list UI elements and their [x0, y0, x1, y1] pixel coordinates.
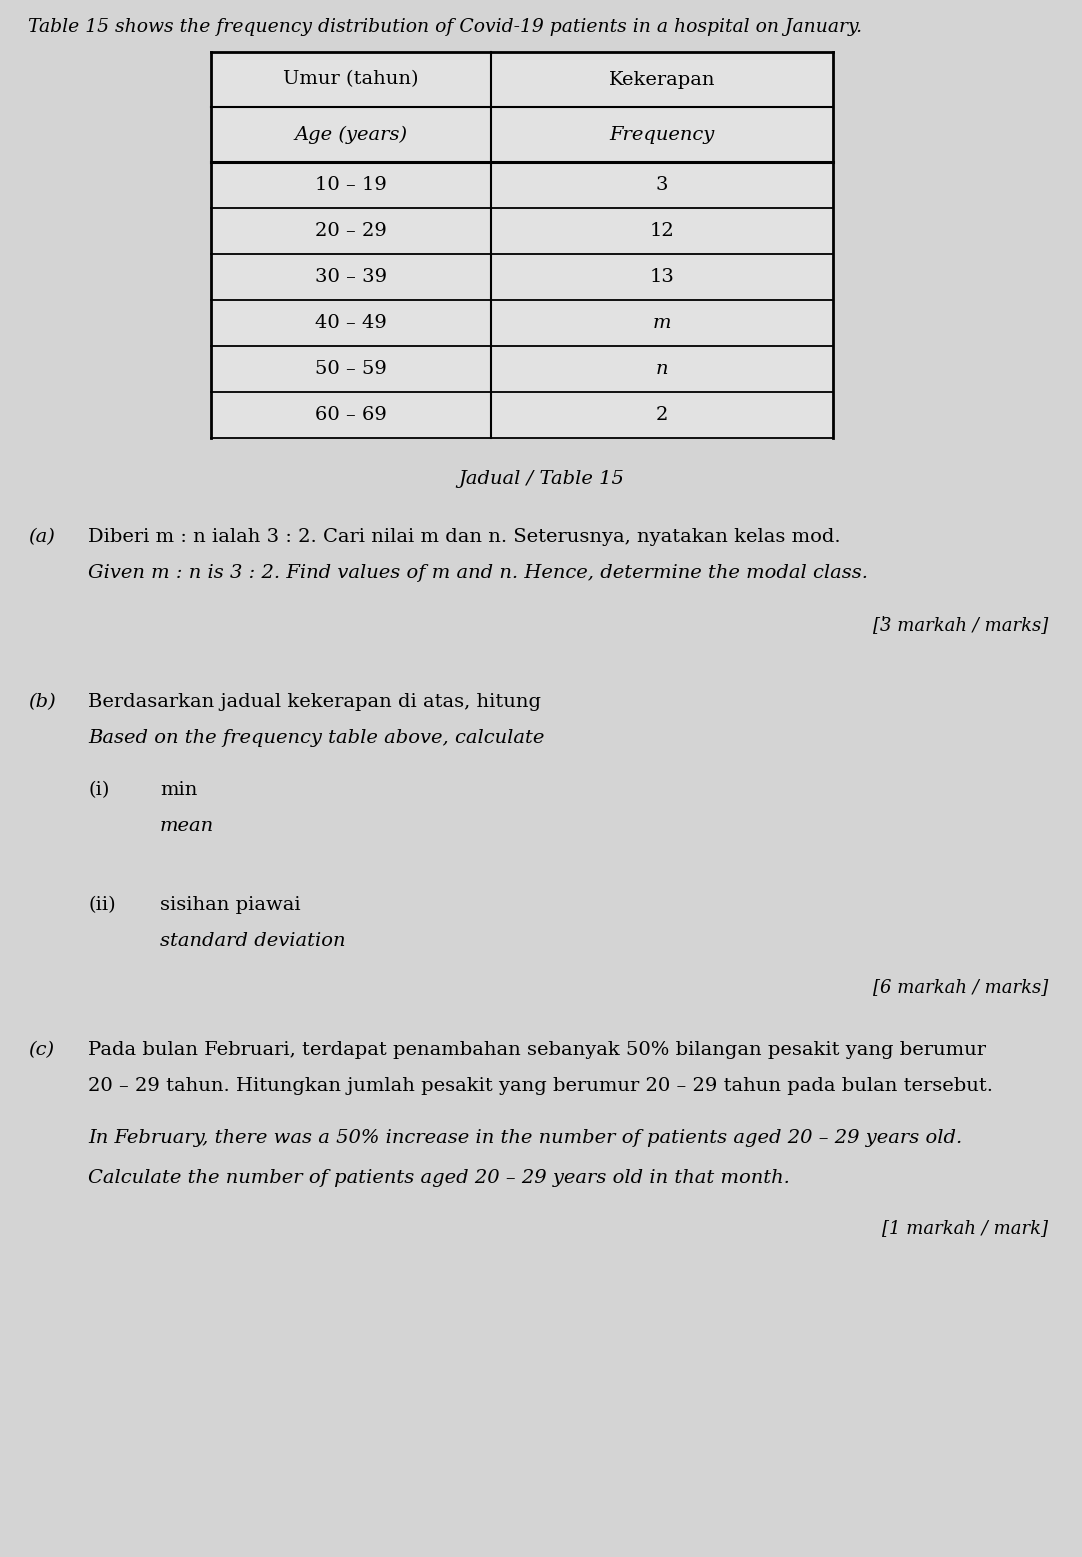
- Text: (i): (i): [88, 782, 109, 799]
- Text: [3 markah / marks]: [3 markah / marks]: [873, 617, 1048, 634]
- Text: 13: 13: [649, 268, 674, 286]
- Text: (b): (b): [28, 693, 56, 712]
- Text: Table 15 shows the frequency distribution of Covid-19 patients in a hospital on : Table 15 shows the frequency distributio…: [28, 19, 862, 36]
- Text: Umur (tahun): Umur (tahun): [283, 70, 419, 89]
- Text: 10 – 19: 10 – 19: [315, 176, 387, 195]
- Text: (c): (c): [28, 1042, 54, 1059]
- Text: 3: 3: [656, 176, 669, 195]
- Text: Pada bulan Februari, terdapat penambahan sebanyak 50% bilangan pesakit yang beru: Pada bulan Februari, terdapat penambahan…: [88, 1042, 986, 1059]
- Text: 40 – 49: 40 – 49: [315, 315, 387, 332]
- Text: 20 – 29 tahun. Hitungkan jumlah pesakit yang berumur 20 – 29 tahun pada bulan te: 20 – 29 tahun. Hitungkan jumlah pesakit …: [88, 1077, 993, 1095]
- Text: 12: 12: [649, 223, 674, 240]
- Text: 60 – 69: 60 – 69: [315, 406, 387, 424]
- Text: m: m: [652, 315, 671, 332]
- Text: Given m : n is 3 : 2. Find values of m and n. Hence, determine the modal class.: Given m : n is 3 : 2. Find values of m a…: [88, 564, 868, 582]
- Text: mean: mean: [160, 817, 214, 835]
- Text: 50 – 59: 50 – 59: [315, 360, 387, 378]
- Text: [6 markah / marks]: [6 markah / marks]: [873, 978, 1048, 996]
- Text: ': ': [880, 617, 885, 634]
- Text: [1 markah / mark]: [1 markah / mark]: [882, 1219, 1048, 1236]
- Text: (ii): (ii): [88, 895, 116, 914]
- Text: min: min: [160, 782, 197, 799]
- Text: sisihan piawai: sisihan piawai: [160, 895, 301, 914]
- Text: Kekerapan: Kekerapan: [609, 70, 715, 89]
- Text: Age (years): Age (years): [294, 126, 408, 143]
- Text: 20 – 29: 20 – 29: [315, 223, 387, 240]
- Text: In February, there was a 50% increase in the number of patients aged 20 – 29 yea: In February, there was a 50% increase in…: [88, 1129, 962, 1148]
- Text: (a): (a): [28, 528, 55, 547]
- Text: Calculate the number of patients aged 20 – 29 years old in that month.: Calculate the number of patients aged 20…: [88, 1169, 790, 1186]
- Bar: [211, 51, 833, 438]
- Text: 30 – 39: 30 – 39: [315, 268, 387, 286]
- Text: Based on the frequency table above, calculate: Based on the frequency table above, calc…: [88, 729, 544, 747]
- Text: 2: 2: [656, 406, 669, 424]
- Text: Berdasarkan jadual kekerapan di atas, hitung: Berdasarkan jadual kekerapan di atas, hi…: [88, 693, 541, 712]
- Text: Frequency: Frequency: [609, 126, 715, 143]
- Text: Jadual / Table 15: Jadual / Table 15: [458, 470, 624, 487]
- Text: Diberi m : n ialah 3 : 2. Cari nilai m dan n. Seterusnya, nyatakan kelas mod.: Diberi m : n ialah 3 : 2. Cari nilai m d…: [88, 528, 841, 547]
- Text: n: n: [656, 360, 669, 378]
- Text: standard deviation: standard deviation: [160, 933, 345, 950]
